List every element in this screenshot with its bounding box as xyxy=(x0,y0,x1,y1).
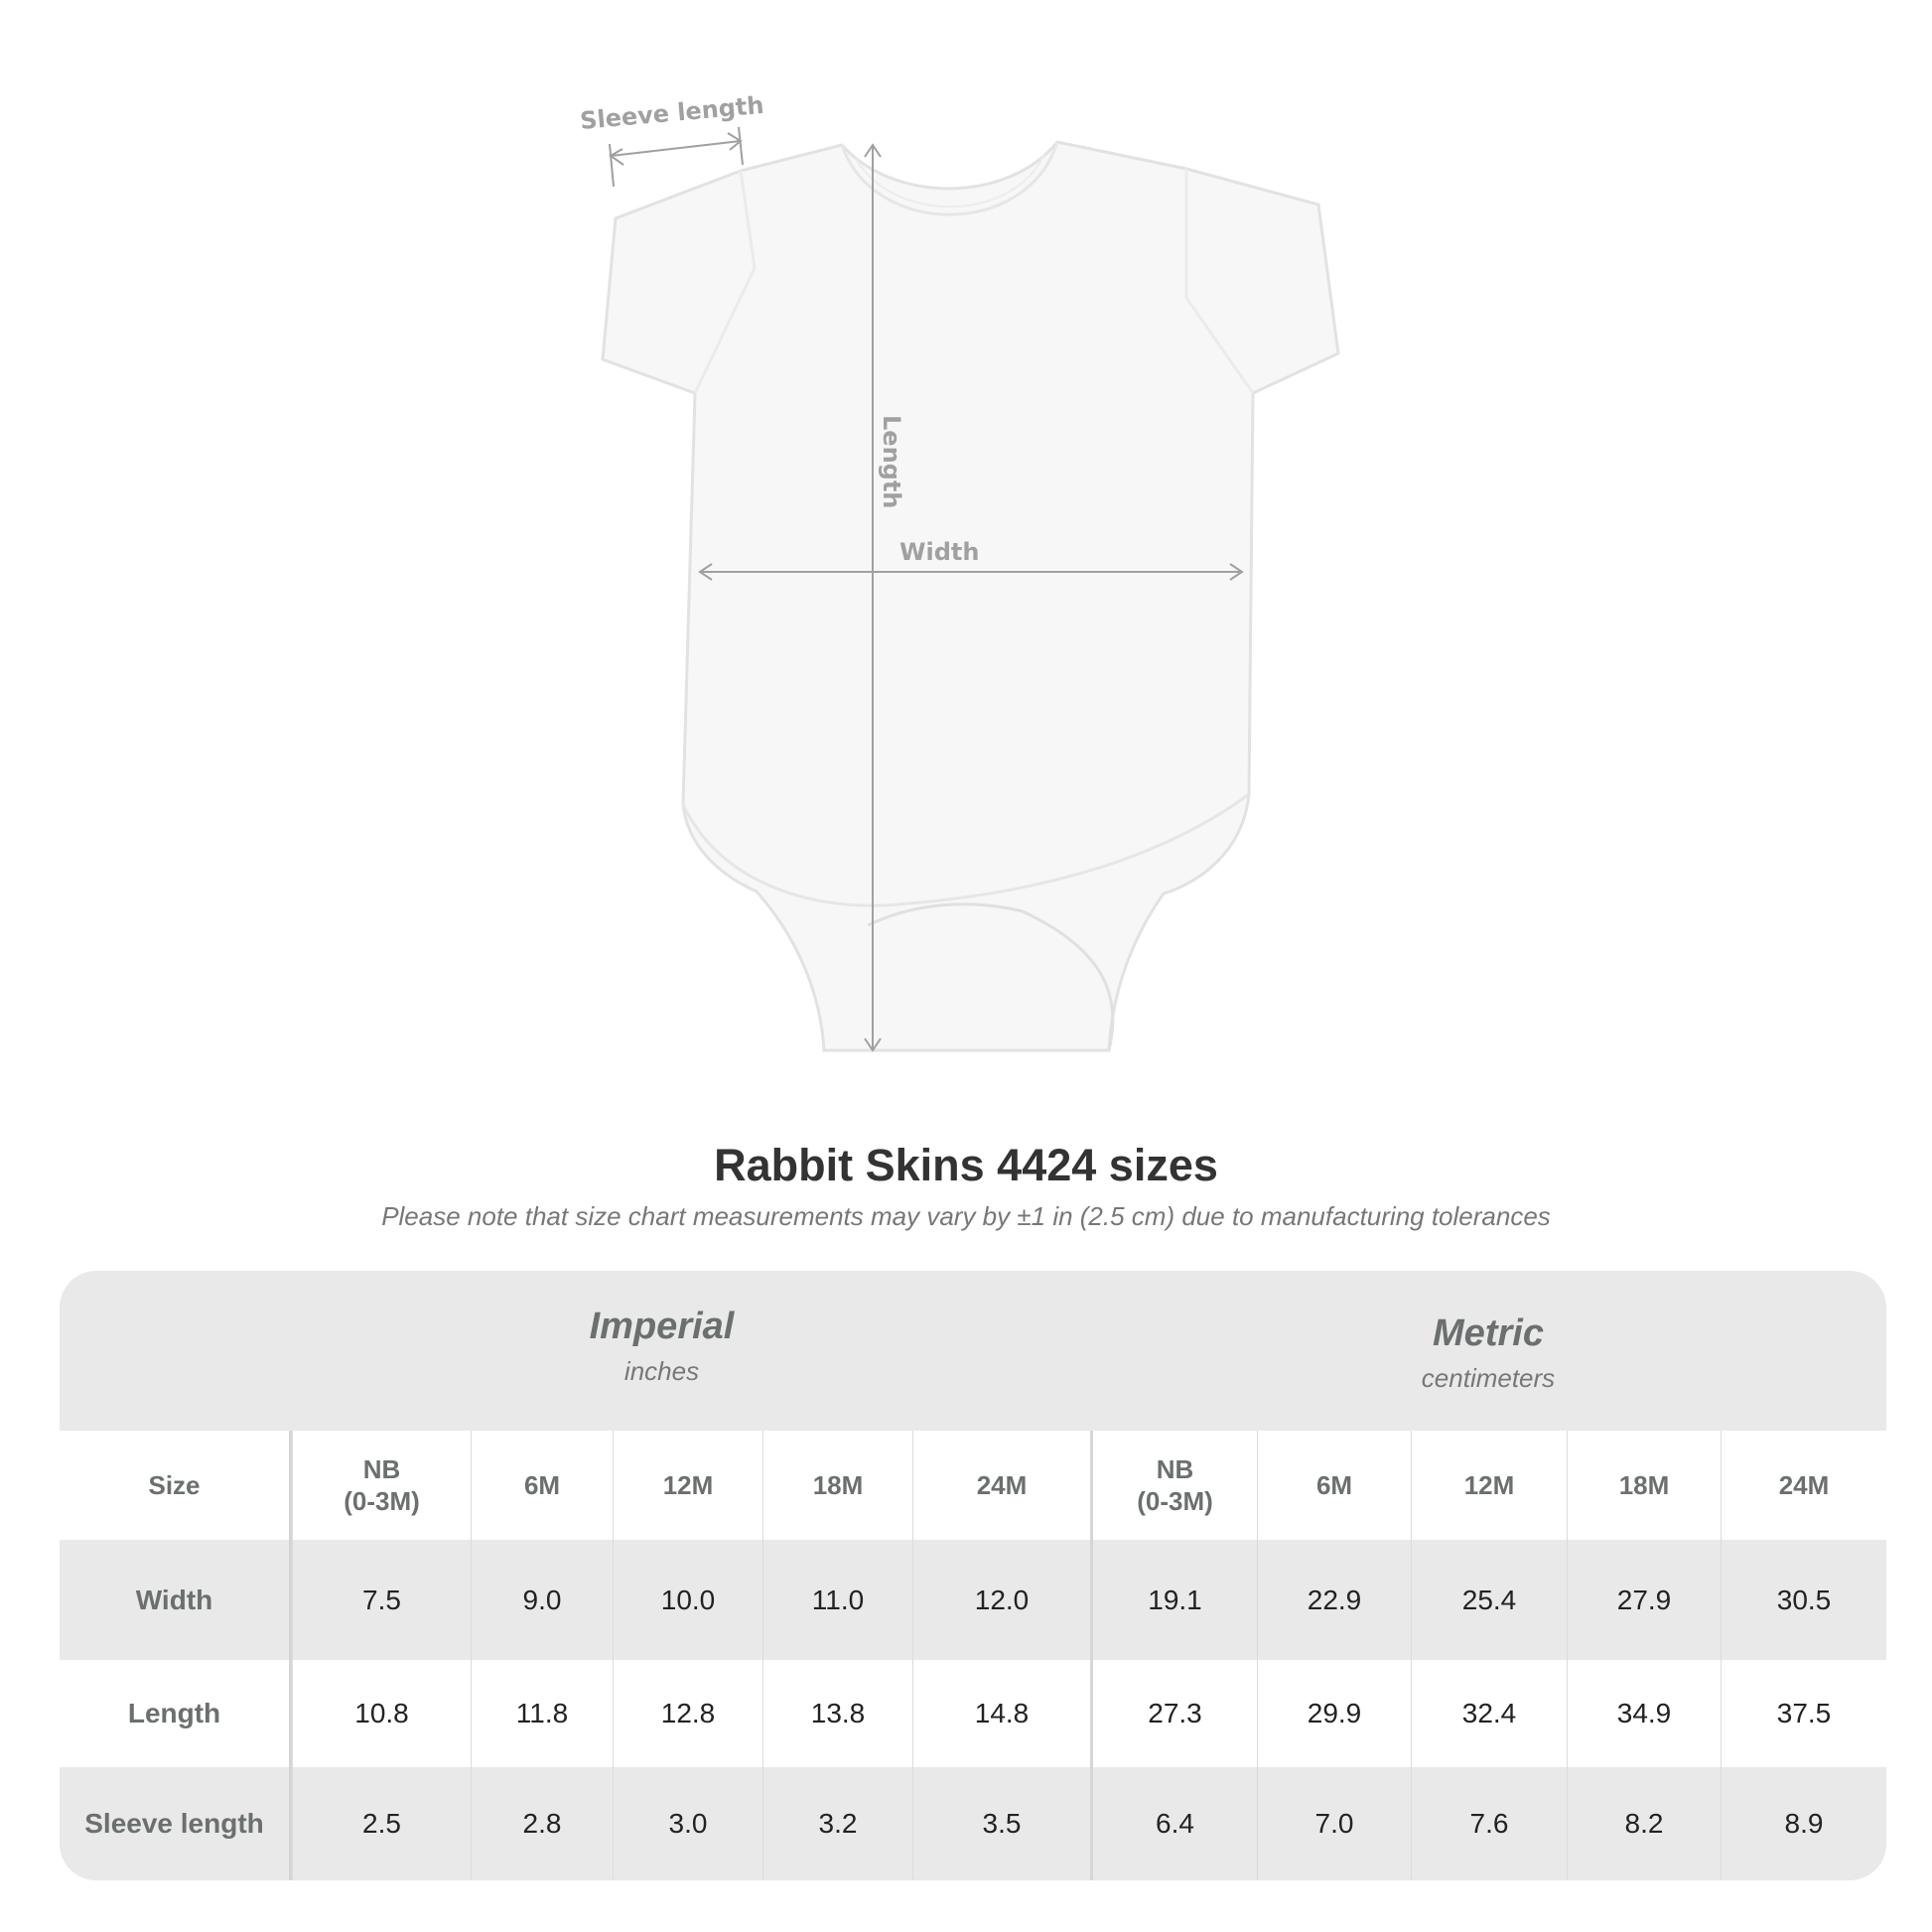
length-arrow xyxy=(864,143,882,1052)
table-cell: 25.4 xyxy=(1411,1540,1567,1660)
size-header-cell: 6M xyxy=(471,1431,613,1540)
table-cell: 3.0 xyxy=(613,1767,762,1880)
metric-unit: centimeters xyxy=(1421,1363,1556,1393)
table-row: Sleeve length 2.5 2.8 3.0 3.2 3.5 6.4 7.0 7.6 8.2… xyxy=(60,1767,1886,1880)
row-label: Width xyxy=(60,1540,292,1660)
table-cell: 22.9 xyxy=(1257,1540,1411,1660)
table-cell: 10.0 xyxy=(613,1540,762,1660)
table-cell: 29.9 xyxy=(1257,1660,1411,1767)
size-header-cell: NB (0-3M) xyxy=(292,1431,471,1540)
table-cell: 8.2 xyxy=(1567,1767,1721,1880)
table-cell: 9.0 xyxy=(471,1540,613,1660)
table-cell: 11.8 xyxy=(471,1660,613,1767)
table-cell: 3.5 xyxy=(912,1767,1090,1880)
metric-group-header: Metric centimeters xyxy=(1090,1312,1886,1394)
width-label: Width xyxy=(899,538,979,566)
size-header-row: Size NB (0-3M) 6M 12M 18M 24M NB (0-3M) 6M 12M 18… xyxy=(60,1431,1886,1540)
imperial-group-header: Imperial inches xyxy=(351,1306,972,1387)
table-cell: 37.5 xyxy=(1721,1660,1886,1767)
length-label: Length xyxy=(878,415,905,508)
table-row: Width 7.5 9.0 10.0 11.0 12.0 19.1 22.9 25.4 27.9 3… xyxy=(60,1540,1886,1660)
table-cell: 6.4 xyxy=(1090,1767,1257,1880)
table-cell: 3.2 xyxy=(762,1767,912,1880)
table-cell: 27.9 xyxy=(1567,1540,1721,1660)
size-header-cell: 24M xyxy=(1721,1431,1886,1540)
metric-title: Metric xyxy=(1433,1312,1544,1354)
row-label: Length xyxy=(60,1660,292,1767)
imperial-unit: inches xyxy=(623,1356,700,1386)
imperial-title: Imperial xyxy=(589,1306,735,1347)
table-cell: 27.3 xyxy=(1090,1660,1257,1767)
table-cell: 2.5 xyxy=(292,1767,471,1880)
table-cell: 34.9 xyxy=(1567,1660,1721,1767)
table-cell: 8.9 xyxy=(1721,1767,1886,1880)
table-row: Length 10.8 11.8 12.8 13.8 14.8 27.3 29.9 32.4 34… xyxy=(60,1660,1886,1767)
onesie-garment xyxy=(601,140,1340,1052)
size-header-cell: 24M xyxy=(912,1431,1090,1540)
table-cell: 13.8 xyxy=(762,1660,912,1767)
table-cell: 2.8 xyxy=(471,1767,613,1880)
sleeve-length-label: Sleeve length xyxy=(579,91,764,135)
table-cell: 30.5 xyxy=(1721,1540,1886,1660)
size-header-cell: 18M xyxy=(1567,1431,1721,1540)
table-cell: 7.0 xyxy=(1257,1767,1411,1880)
table-cell: 12.8 xyxy=(613,1660,762,1767)
table-cell: 7.5 xyxy=(292,1540,471,1660)
row-label: Sleeve length xyxy=(60,1767,292,1880)
sleeve-length-arrow xyxy=(609,126,744,188)
onesie-diagram: Sleeve length Length Width xyxy=(579,91,1340,1052)
width-arrow xyxy=(698,563,1244,581)
table-cell: 11.0 xyxy=(762,1540,912,1660)
size-header-cell: 18M xyxy=(762,1431,912,1540)
size-header-cell: 12M xyxy=(613,1431,762,1540)
tolerance-note: Please note that size chart measurements… xyxy=(381,1201,1551,1231)
table-cell: 12.0 xyxy=(912,1540,1090,1660)
page-title: Rabbit Skins 4424 sizes xyxy=(714,1140,1218,1190)
table-cell: 32.4 xyxy=(1411,1660,1567,1767)
table-cell: 7.6 xyxy=(1411,1767,1567,1880)
table-cell: 19.1 xyxy=(1090,1540,1257,1660)
table-cell: 14.8 xyxy=(912,1660,1090,1767)
size-column-label: Size xyxy=(60,1431,292,1540)
size-chart-table: Imperial inches Metric centimeters Size N… xyxy=(60,1271,1886,1880)
table-cell: 10.8 xyxy=(292,1660,471,1767)
size-header-cell: 6M xyxy=(1257,1431,1411,1540)
size-header-cell: NB (0-3M) xyxy=(1090,1431,1257,1540)
size-header-cell: 12M xyxy=(1411,1431,1567,1540)
